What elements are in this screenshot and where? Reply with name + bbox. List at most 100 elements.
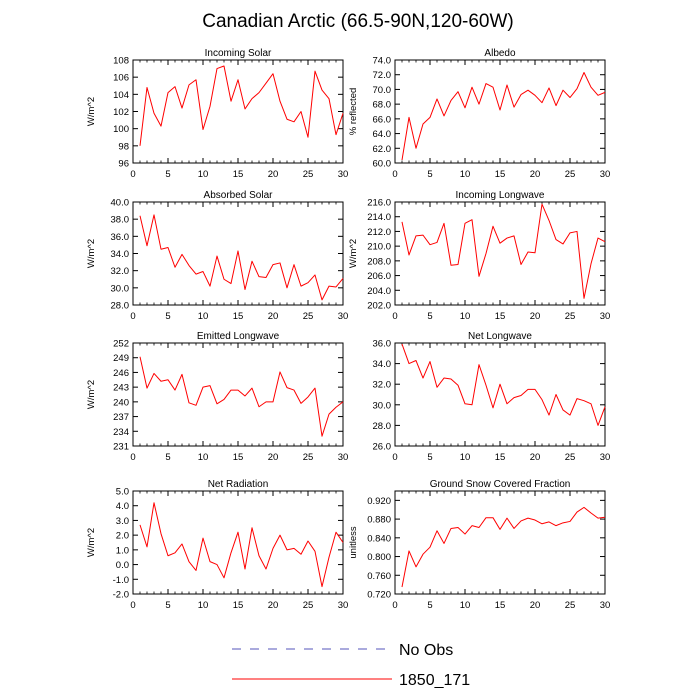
x-tick-label: 25: [565, 452, 576, 463]
y-axis-label: W/m^2: [86, 239, 97, 268]
x-tick-label: 30: [338, 169, 349, 180]
y-tick-label: 98: [118, 141, 129, 152]
x-tick-label: 20: [268, 169, 279, 180]
x-tick-label: 20: [530, 169, 541, 180]
plot-frame: [394, 342, 606, 447]
legend: No Obs 1850_171: [232, 642, 470, 689]
y-tick-label: 32.0: [373, 380, 392, 391]
panel-title: Absorbed Solar: [204, 190, 274, 201]
x-tick-label: 15: [233, 600, 244, 611]
y-tick-label: 0.0: [116, 560, 129, 571]
panel-title: Albedo: [484, 48, 516, 59]
panel-net-radiation: Net Radiation 0 5 10 15 20 25 30 -2.0 -1.0 0.0 1.0 2…: [86, 479, 348, 611]
x-tick-label: 20: [268, 311, 279, 322]
y-tick-label: 70.0: [373, 85, 392, 96]
y-tick-label: 0.800: [367, 552, 391, 563]
panel-title: Net Radiation: [208, 479, 269, 490]
y-tick-label: 30.0: [373, 400, 392, 411]
y-tick-label: 246: [113, 368, 129, 379]
y-tick-label: 74.0: [373, 56, 392, 67]
x-tick-label: 5: [427, 311, 432, 322]
y-tick-label: 204.0: [367, 286, 391, 297]
y-tick-label: 240: [113, 397, 129, 408]
y-tick-label: 108: [113, 56, 129, 67]
x-tick-label: 25: [303, 169, 314, 180]
y-tick-label: 100: [113, 124, 129, 135]
series-line-1850_171: [401, 506, 606, 588]
y-tick-label: 102: [113, 107, 129, 118]
panel-net-longwave: Net Longwave 0 5 10 15 20 25 30 26.0 28.0 30.0 32.0…: [373, 331, 611, 463]
x-tick-label: 30: [338, 311, 349, 322]
x-tick-label: 30: [600, 600, 611, 611]
y-tick-label: 32.0: [111, 266, 130, 277]
y-tick-label: 249: [113, 353, 129, 364]
y-tick-label: 5.0: [116, 487, 129, 498]
x-tick-label: 5: [427, 169, 432, 180]
x-tick-label: 0: [392, 600, 397, 611]
y-tick-label: 202.0: [367, 301, 391, 312]
y-tick-label: 231: [113, 442, 129, 453]
x-tick-label: 0: [392, 311, 397, 322]
y-tick-label: 243: [113, 383, 129, 394]
y-tick-label: 2.0: [116, 531, 129, 542]
plot-frame: [394, 59, 606, 164]
x-tick-label: 30: [338, 452, 349, 463]
x-tick-label: 10: [198, 452, 209, 463]
plot-frame: [132, 490, 344, 595]
y-tick-label: 1.0: [116, 545, 129, 556]
x-tick-label: 0: [130, 169, 135, 180]
panel-title: Incoming Longwave: [456, 190, 545, 201]
y-axis-label: W/m^2: [86, 380, 97, 409]
x-tick-label: 15: [495, 311, 506, 322]
panel-absorbed-solar: Absorbed Solar 0 5 10 15 20 25 30 28.0 30.0 32.0 34…: [86, 190, 348, 322]
panel-emitted-longwave: Emitted Longwave 0 5 10 15 20 25 30 231 234 237 240…: [86, 331, 348, 463]
legend-label-0: No Obs: [399, 642, 453, 659]
x-tick-label: 30: [600, 169, 611, 180]
x-tick-label: 25: [565, 169, 576, 180]
y-tick-label: 208.0: [367, 256, 391, 267]
y-tick-label: 28.0: [111, 301, 130, 312]
x-tick-label: 0: [130, 600, 135, 611]
plot-frame: [132, 342, 344, 447]
panel-title: Ground Snow Covered Fraction: [430, 479, 571, 490]
y-tick-label: 106: [113, 73, 129, 84]
x-tick-label: 20: [530, 600, 541, 611]
y-tick-label: 0.840: [367, 533, 391, 544]
y-tick-label: 104: [113, 90, 129, 101]
x-tick-label: 10: [460, 600, 471, 611]
y-tick-label: 212.0: [367, 227, 391, 238]
panel-title: Net Longwave: [468, 331, 532, 342]
x-tick-label: 25: [565, 600, 576, 611]
y-tick-label: 0.760: [367, 571, 391, 582]
x-tick-label: 5: [427, 600, 432, 611]
y-axis-label: % reflected: [348, 88, 359, 136]
y-axis-label: W/m^2: [86, 97, 97, 126]
y-axis-label: W/m^2: [86, 528, 97, 557]
y-tick-label: 4.0: [116, 501, 129, 512]
x-tick-label: 0: [130, 452, 135, 463]
y-tick-label: 26.0: [373, 442, 392, 453]
y-tick-label: 214.0: [367, 212, 391, 223]
y-tick-label: 252: [113, 339, 129, 350]
plot-frame: [394, 201, 606, 306]
series-line-1850_171: [139, 356, 344, 437]
x-tick-label: 0: [392, 169, 397, 180]
x-tick-label: 0: [130, 311, 135, 322]
x-tick-label: 20: [530, 452, 541, 463]
panel-ground-snow-covered-fraction: Ground Snow Covered Fraction 0 5 10 15 20 25 30…: [348, 479, 610, 611]
panel-albedo: Albedo 0 5 10 15 20 25 30 60.0 62.0 64.0 66.0 68.0 70…: [348, 48, 610, 180]
y-tick-label: 38.0: [111, 215, 130, 226]
panel-title: Emitted Longwave: [197, 331, 280, 342]
x-tick-label: 15: [233, 452, 244, 463]
x-tick-label: 30: [338, 600, 349, 611]
x-tick-label: 15: [233, 169, 244, 180]
x-tick-label: 5: [165, 311, 170, 322]
x-tick-label: 30: [600, 452, 611, 463]
y-tick-label: 3.0: [116, 516, 129, 527]
x-tick-label: 25: [303, 452, 314, 463]
x-tick-label: 25: [303, 311, 314, 322]
y-axis-label: unitless: [348, 526, 359, 558]
x-tick-label: 10: [198, 600, 209, 611]
x-tick-label: 30: [600, 311, 611, 322]
x-tick-label: 10: [460, 311, 471, 322]
